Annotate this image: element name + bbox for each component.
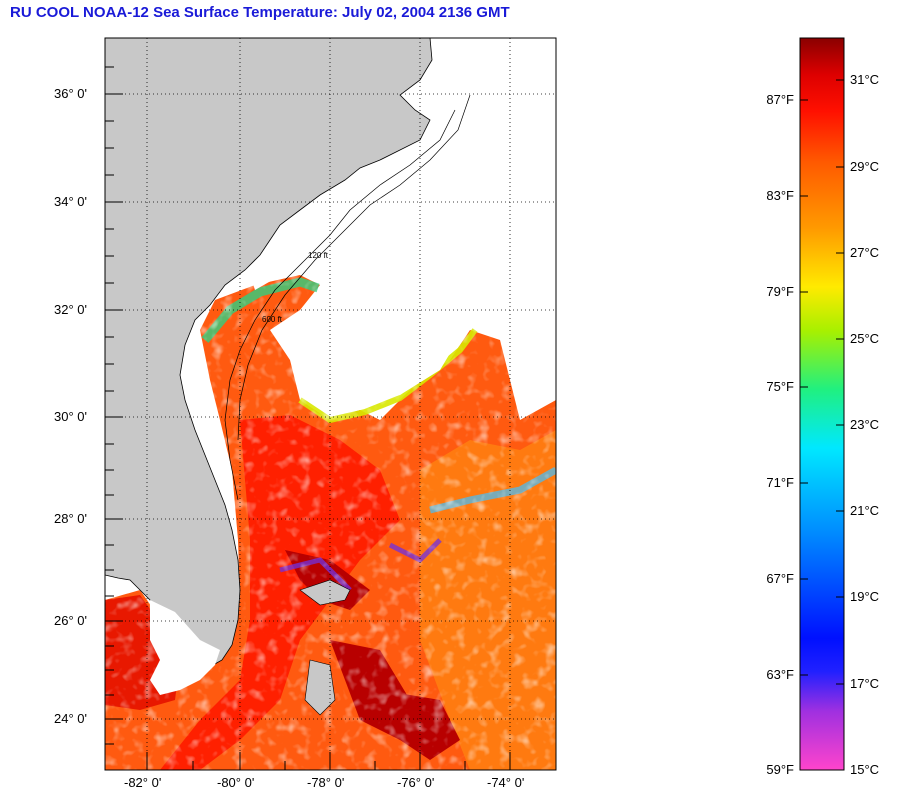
colorbar-ticks xyxy=(800,79,844,685)
lat-label-34: 34° 0' xyxy=(54,194,87,209)
lon-label-78: -78° 0' xyxy=(307,775,345,790)
isobath-600ft xyxy=(237,94,471,441)
lat-label-36: 36° 0' xyxy=(54,86,87,101)
colorbar-c-label-25: 25°C xyxy=(850,331,880,346)
colorbar-f-label-79: 79°F xyxy=(766,284,794,299)
lon-label-82: -82° 0' xyxy=(124,775,162,790)
colorbar-c-label-21: 21°C xyxy=(850,503,880,518)
lat-label-24: 24° 0' xyxy=(54,711,87,726)
colorbar-f-label-63: 63°F xyxy=(766,667,794,682)
lat-label-30: 30° 0' xyxy=(54,409,87,424)
colorbar-c-label-31: 31°C xyxy=(850,72,880,87)
colorbar-f-label-71: 71°F xyxy=(766,475,794,490)
colorbar-f-label-75: 75°F xyxy=(766,379,794,394)
no-data-coastal-strip xyxy=(245,178,400,290)
colorbar-c-label-29: 29°C xyxy=(850,159,880,174)
colorbar-f-label-83: 83°F xyxy=(766,188,794,203)
land-andros xyxy=(304,659,336,716)
lat-label-28: 28° 0' xyxy=(54,511,87,526)
colorbar-f-label-59: 59°F xyxy=(766,762,794,777)
no-data-north-ocean xyxy=(290,300,470,405)
isobath-label-600: 600 ft xyxy=(262,315,283,324)
lon-label-80: -80° 0' xyxy=(217,775,255,790)
page-title: RU COOL NOAA-12 Sea Surface Temperature:… xyxy=(10,4,510,21)
lat-label-32: 32° 0' xyxy=(54,302,87,317)
land-grand-bahama xyxy=(299,579,351,606)
colorbar-f-label-67: 67°F xyxy=(766,571,794,586)
colorbar-c-label-27: 27°C xyxy=(850,245,880,260)
lat-label-26: 26° 0' xyxy=(54,613,87,628)
colorbar xyxy=(799,37,845,771)
colorbar-c-label-15: 15°C xyxy=(850,762,880,777)
colorbar-c-label-19: 19°C xyxy=(850,589,880,604)
land-keys-white xyxy=(150,600,220,695)
isobath-120ft xyxy=(224,109,456,501)
lon-label-74: -74° 0' xyxy=(487,775,525,790)
colorbar-c-label-23: 23°C xyxy=(850,417,880,432)
axis-ticks xyxy=(105,66,511,770)
lon-label-76: -76° 0' xyxy=(397,775,435,790)
isobath-label-120: 120 ft xyxy=(308,251,329,260)
colorbar-c-label-17: 17°C xyxy=(850,676,880,691)
colorbar-f-label-87: 87°F xyxy=(766,92,794,107)
